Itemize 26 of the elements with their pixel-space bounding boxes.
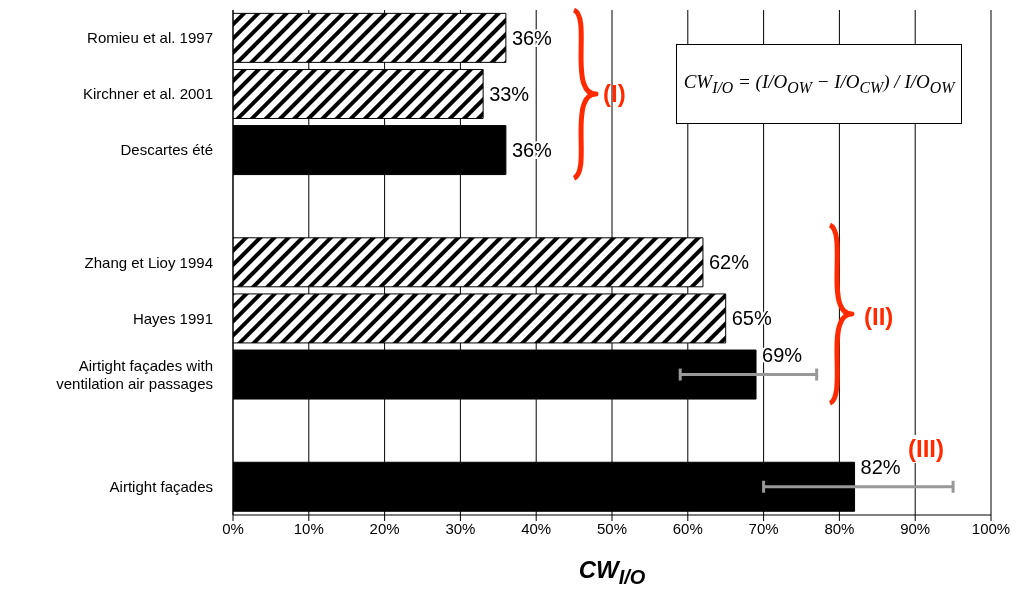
data-label: 33%: [489, 82, 530, 105]
x-tick-label: 60%: [672, 519, 703, 537]
annotation: (I): [603, 80, 626, 109]
annotation: (III): [908, 434, 944, 463]
annotation: (II): [864, 302, 894, 331]
y-tick-label: Zhang et Lioy 1994: [84, 253, 213, 271]
y-tick-label: Airtight façades with ventilation air passages: [56, 356, 213, 392]
x-tick-label: 100%: [971, 519, 1011, 537]
x-tick-label: 40%: [521, 519, 552, 537]
x-axis-title: CW$_{I/O}$: [578, 556, 646, 588]
y-tick-label: Romieu et al. 1997: [87, 29, 213, 47]
y-tick-label: Hayes 1991: [132, 309, 213, 327]
x-tick-label: 90%: [900, 519, 931, 537]
x-tick-label: 30%: [445, 519, 476, 537]
x-tick-label: 10%: [293, 519, 324, 537]
x-tick-label: 70%: [748, 519, 779, 537]
y-tick-label: Descartes été: [120, 141, 213, 159]
annotation: CW$_{I/O}$ = (I/O$_{OW}$ − I/O$_{CW}$) / I/O$_{OW}$: [683, 71, 955, 97]
x-tick-label: 50%: [596, 519, 628, 537]
x-tick-label: 0%: [222, 519, 244, 537]
data-label: 62%: [708, 251, 750, 274]
y-tick-label: Kirchner et al. 2001: [82, 85, 213, 103]
x-tick-label: 80%: [824, 519, 855, 537]
y-tick-label: Airtight façades: [109, 477, 213, 495]
data-label: 82%: [860, 456, 901, 479]
x-tick-label: 20%: [369, 519, 400, 537]
